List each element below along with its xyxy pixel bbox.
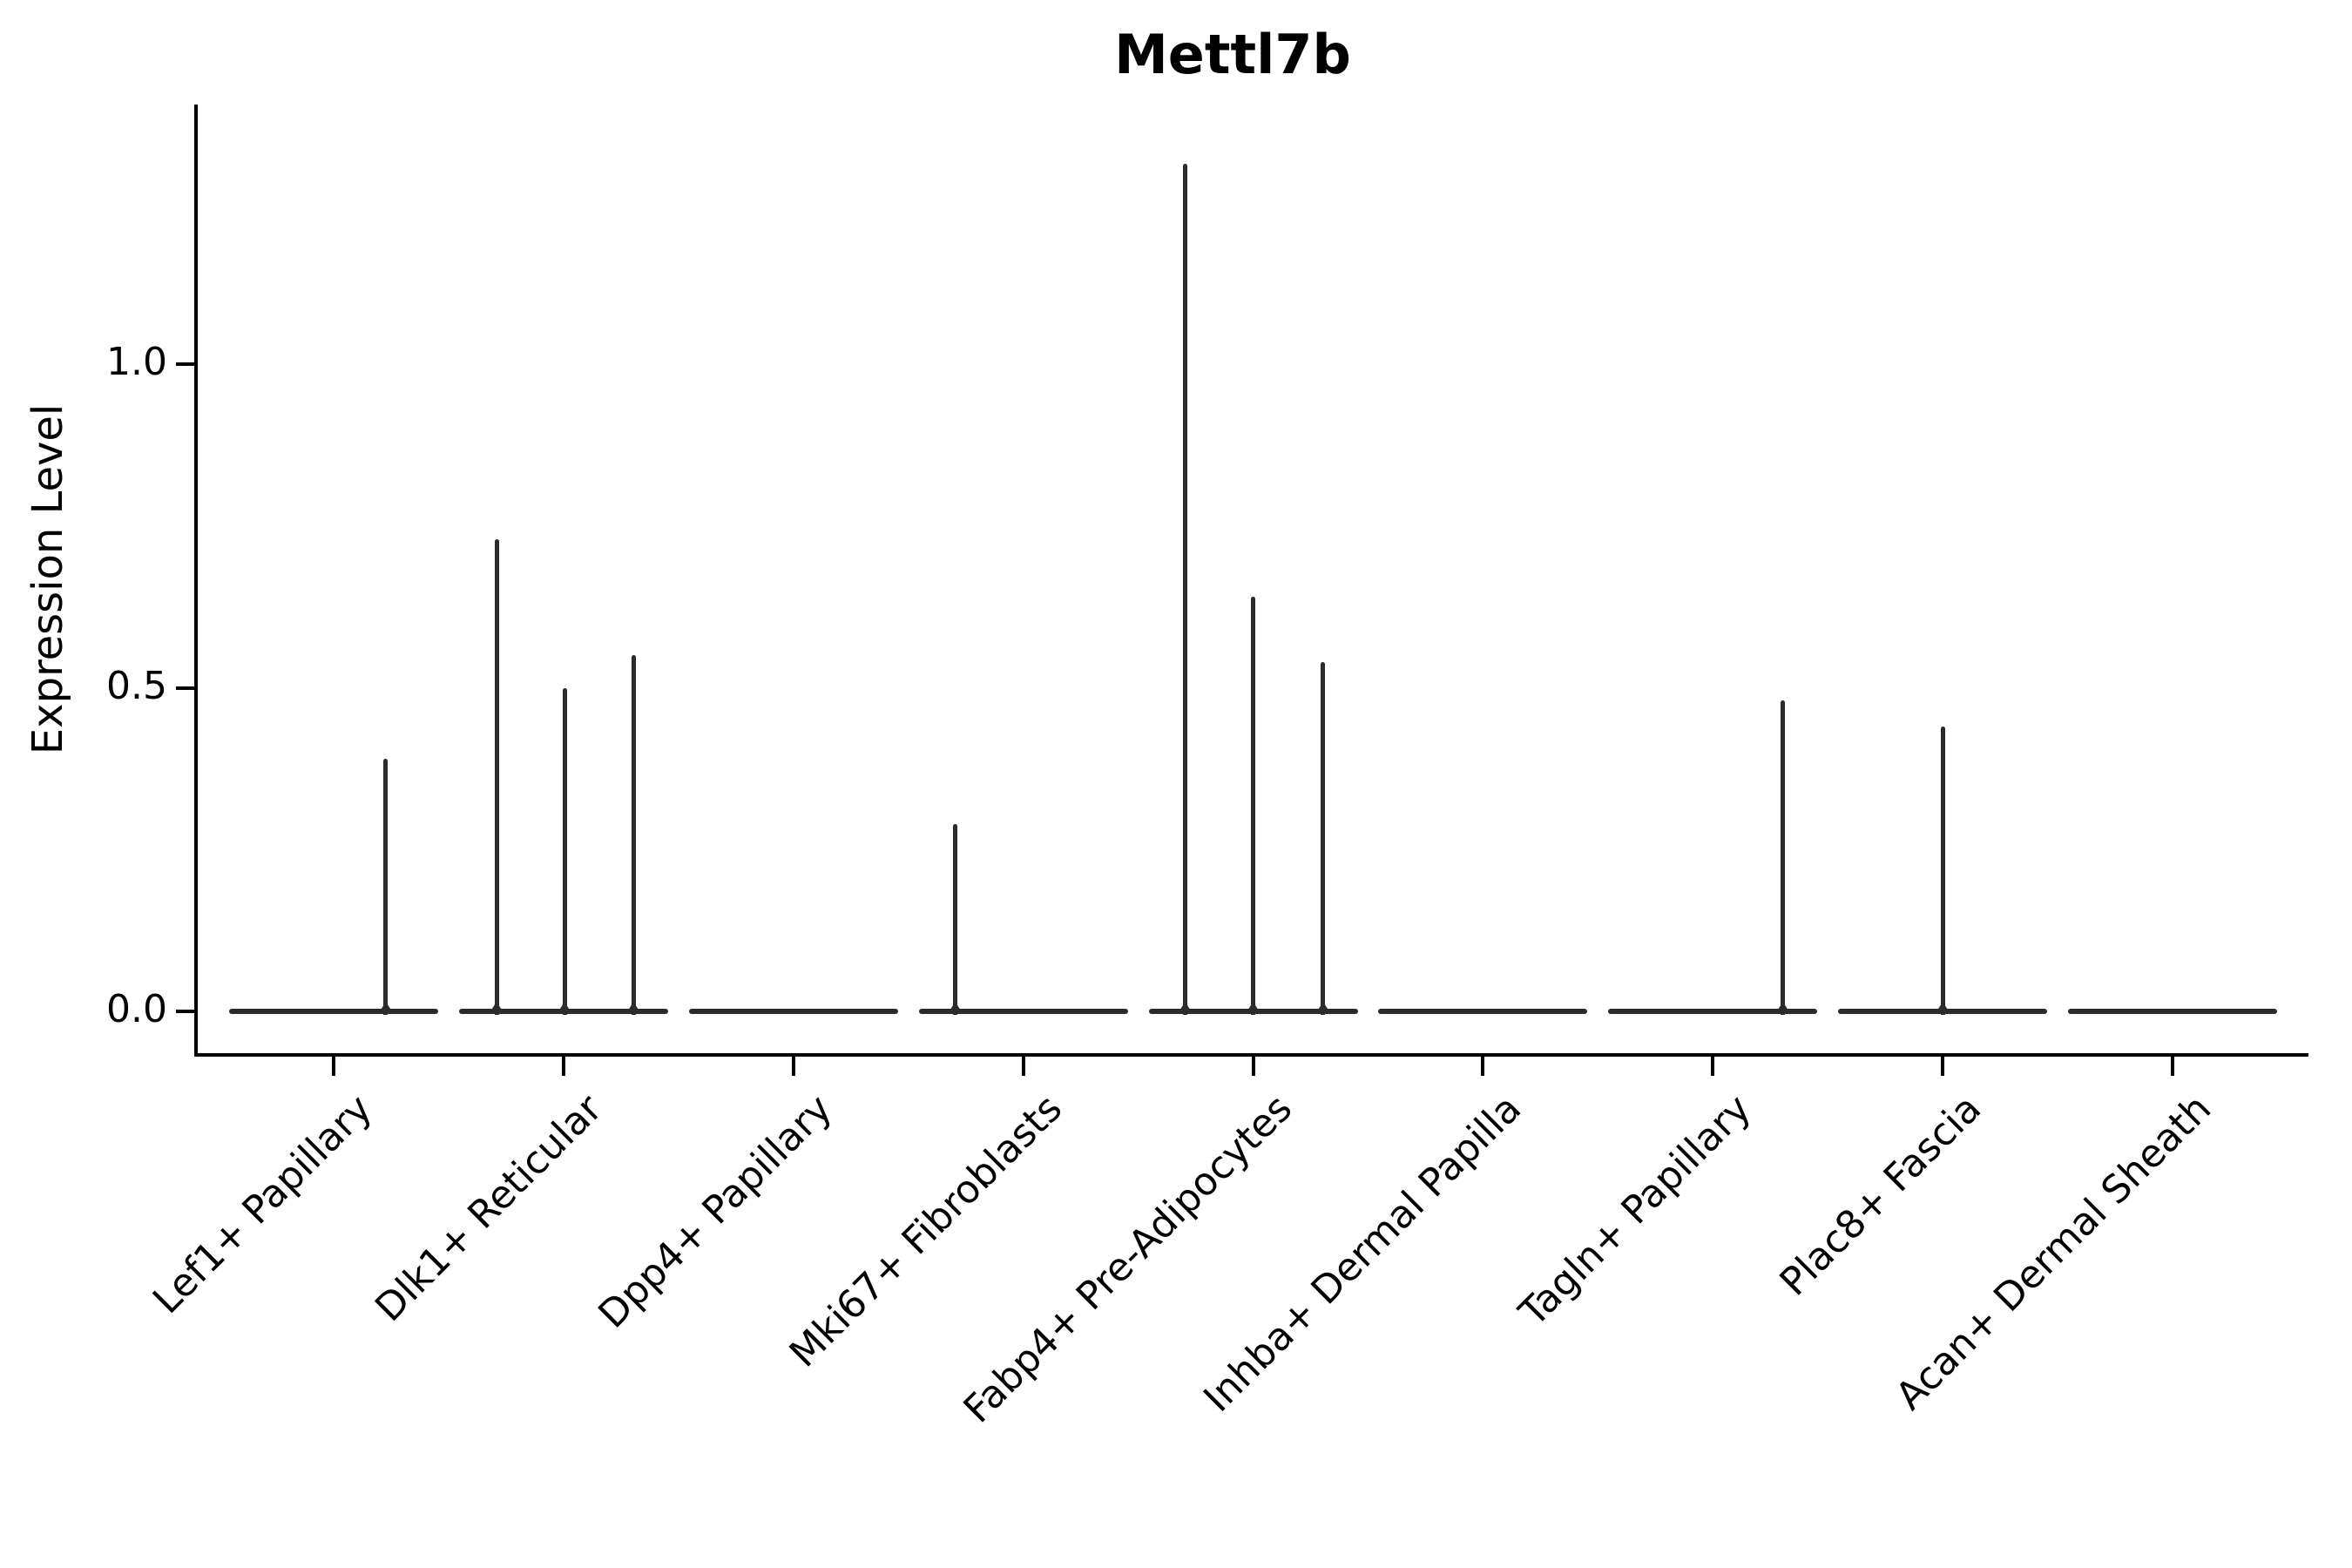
spike-base-flare <box>1776 1002 1789 1011</box>
x-axis-tick-label: Dlk1+ Reticular <box>366 1086 611 1330</box>
expression-spike <box>562 687 567 1015</box>
violin-baseline <box>688 1009 898 1014</box>
violin-baseline <box>1378 1009 1588 1014</box>
y-axis-spine <box>194 105 198 1057</box>
spike-base-flare <box>1936 1002 1950 1011</box>
x-axis-tick <box>331 1053 335 1076</box>
spike-base-flare <box>627 1002 640 1011</box>
x-axis-tick <box>1941 1053 1945 1076</box>
spike-base-flare <box>949 1002 962 1011</box>
violin-baseline <box>2068 1009 2278 1014</box>
x-axis-tick <box>791 1053 795 1076</box>
violin-baseline <box>1608 1009 1818 1014</box>
expression-spike <box>1321 661 1326 1015</box>
y-axis-tick-label: 0.5 <box>106 663 167 708</box>
x-axis-tick-label: Lef1+ Papillary <box>144 1086 381 1323</box>
spike-base-flare <box>1316 1002 1329 1011</box>
x-axis-tick <box>1711 1053 1715 1076</box>
expression-spike <box>494 538 499 1015</box>
y-axis-tick <box>176 362 194 366</box>
x-axis-tick <box>2171 1053 2175 1076</box>
violin-baseline <box>918 1009 1128 1014</box>
x-axis-tick-label: Plac8+ Fascia <box>1771 1086 1990 1305</box>
x-axis-tick <box>1251 1053 1255 1076</box>
spike-base-flare <box>379 1002 392 1011</box>
expression-spike <box>383 759 389 1015</box>
expression-spike <box>1183 163 1187 1015</box>
x-axis-tick-label: Dpp4+ Papillary <box>590 1086 841 1337</box>
expression-spike <box>1251 597 1255 1015</box>
spike-base-flare <box>1247 1002 1260 1011</box>
spike-base-flare <box>1179 1002 1192 1011</box>
x-axis-tick <box>1481 1053 1485 1076</box>
x-axis-tick-label: Tagln+ Papillary <box>1511 1086 1761 1335</box>
expression-spike <box>1940 727 1945 1015</box>
spike-base-flare <box>558 1002 571 1011</box>
expression-spike <box>953 823 958 1015</box>
x-axis-tick <box>1021 1053 1025 1076</box>
y-axis-tick-label: 1.0 <box>106 340 167 384</box>
chart-title: Mettl7b <box>1114 23 1351 86</box>
y-axis-tick <box>176 1010 194 1013</box>
violin-baseline <box>228 1009 438 1014</box>
expression-spike <box>1781 700 1786 1015</box>
spike-base-flare <box>490 1002 504 1011</box>
y-axis-tick-label: 0.0 <box>106 987 167 1031</box>
y-axis-tick <box>176 686 194 690</box>
x-axis-tick <box>561 1053 565 1076</box>
expression-spike <box>631 655 636 1015</box>
